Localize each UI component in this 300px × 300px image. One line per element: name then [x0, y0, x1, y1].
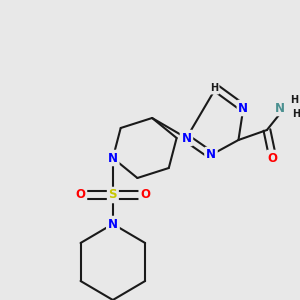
Text: N: N: [108, 152, 118, 164]
Text: H: H: [290, 95, 298, 105]
Text: N: N: [108, 218, 118, 230]
Text: H: H: [292, 109, 300, 119]
Text: N: N: [238, 101, 248, 115]
Text: O: O: [76, 188, 85, 202]
Text: H: H: [210, 83, 218, 93]
Text: O: O: [268, 152, 278, 164]
Text: N: N: [206, 148, 216, 161]
Text: N: N: [108, 221, 118, 235]
Text: N: N: [275, 101, 285, 115]
Text: S: S: [109, 188, 117, 202]
Text: N: N: [182, 131, 191, 145]
Text: O: O: [140, 188, 150, 202]
